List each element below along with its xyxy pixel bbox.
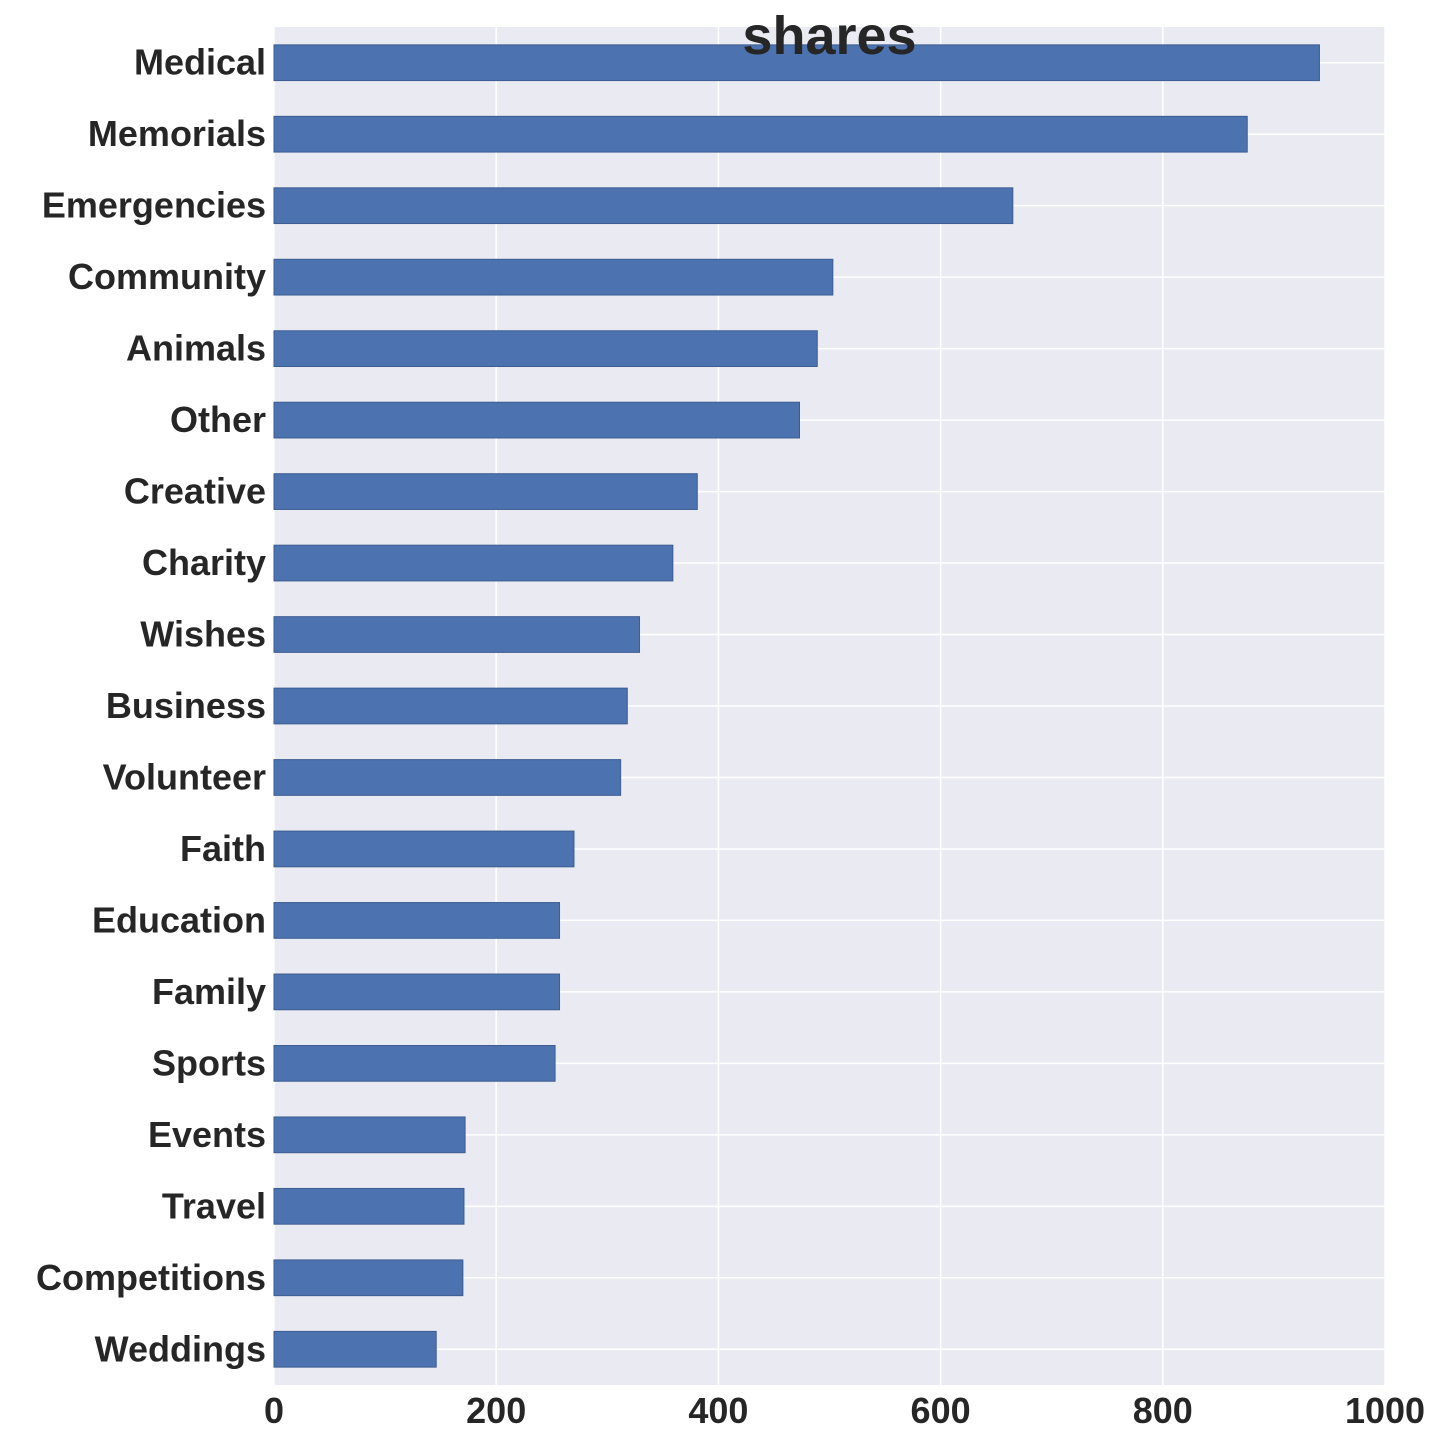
x-tick-label: 0 [264,1390,284,1431]
bar-wishes [273,616,641,653]
chart-title: shares [742,6,916,66]
bar-community [273,258,834,296]
bar-other [273,401,801,439]
bar-education [273,902,561,939]
category-label: Travel [162,1185,266,1226]
bar-travel [273,1187,465,1225]
bar-creative [273,473,698,510]
bar-weddings [273,1330,437,1368]
x-tick-label: 1000 [1345,1390,1425,1431]
category-label: Memorials [88,113,266,154]
bar-family [273,973,561,1011]
x-tick-labels: 0 200 400 600 800 1000 [264,1390,1425,1431]
bar-sports [273,1045,556,1082]
bar-competitions [273,1259,464,1297]
category-label: Animals [126,328,266,369]
category-label: Sports [152,1042,266,1083]
category-label: Weddings [95,1328,266,1369]
category-label: Competitions [36,1257,266,1298]
category-label: Business [106,685,266,726]
category-label: Volunteer [103,756,266,797]
x-tick-label: 600 [911,1390,971,1431]
bar-volunteer [273,759,622,796]
bar-events [273,1116,466,1154]
bar-business [273,687,628,725]
category-labels: Medical Memorials Emergencies Community Anim… [36,42,266,1370]
category-label: Family [152,971,266,1012]
bar-medical [273,44,1320,82]
category-label: Wishes [140,614,266,655]
category-label: Other [170,399,266,440]
category-label: Medical [134,42,266,83]
category-label: Charity [142,542,266,583]
x-tick-label: 800 [1133,1390,1193,1431]
bar-faith [273,830,575,868]
category-label: Education [92,899,266,940]
category-label: Community [68,256,266,297]
category-label: Creative [124,471,266,512]
category-label: Faith [180,828,266,869]
bar-emergencies [273,187,1014,225]
bar-charity [273,544,674,582]
category-label: Events [148,1114,266,1155]
category-label: Emergencies [42,185,266,226]
x-tick-label: 200 [466,1390,526,1431]
x-tick-label: 400 [688,1390,748,1431]
bar-animals [273,330,818,367]
bar-memorials [273,115,1248,153]
bars [273,44,1320,1368]
